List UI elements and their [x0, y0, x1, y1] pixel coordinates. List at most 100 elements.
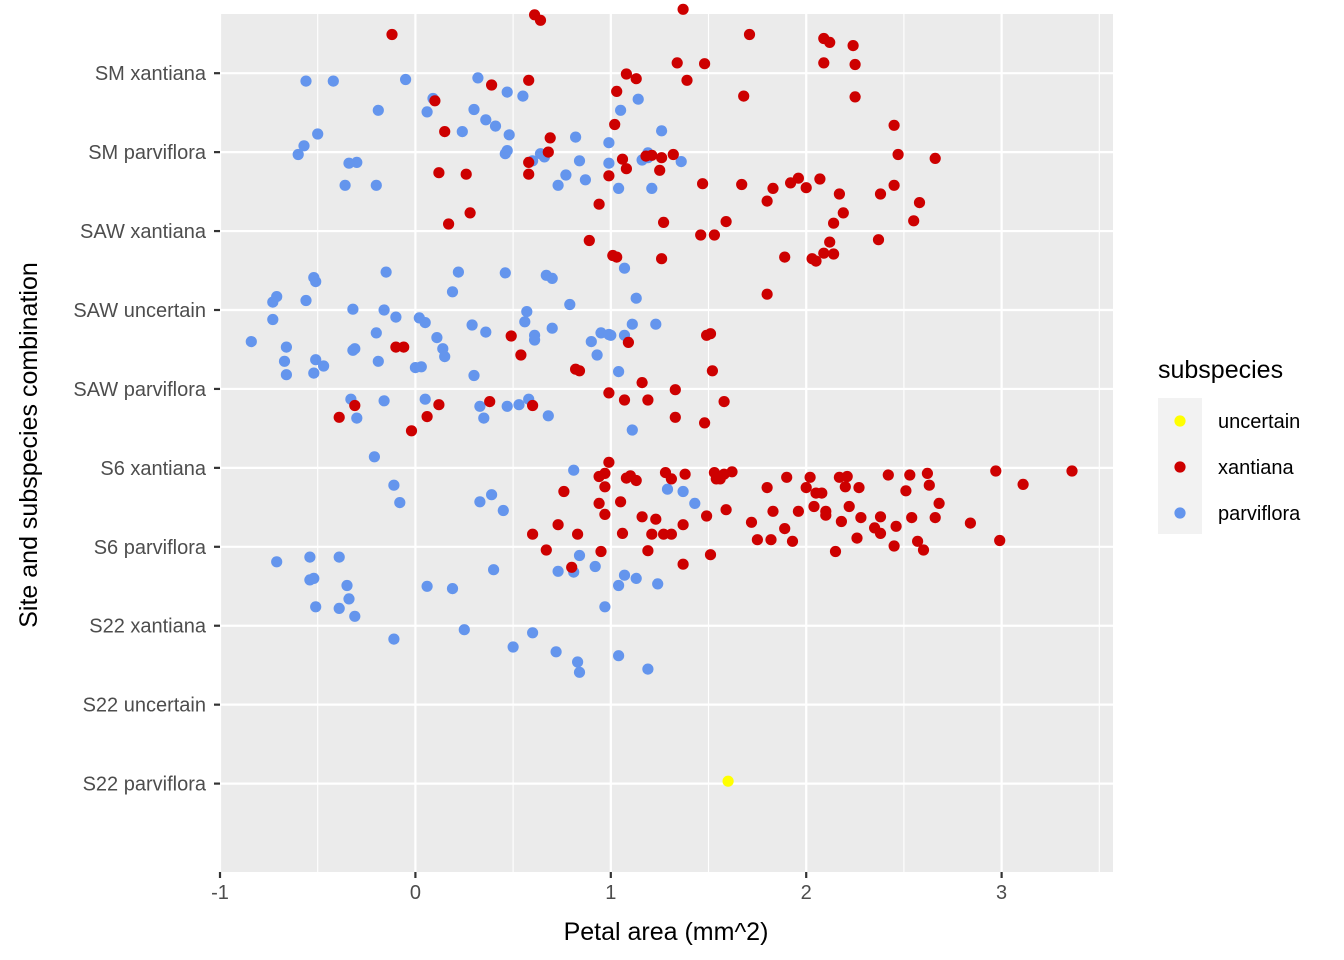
legend-label: uncertain — [1218, 411, 1300, 433]
point-parviflora — [489, 120, 502, 132]
point-xantiana — [824, 236, 836, 248]
point-xantiana — [618, 394, 631, 406]
point-xantiana — [654, 164, 666, 176]
point-xantiana — [433, 399, 445, 411]
point-parviflora — [339, 179, 351, 191]
point-xantiana — [874, 511, 887, 523]
point-parviflora — [452, 266, 464, 278]
point-xantiana — [593, 470, 605, 483]
point-xantiana — [853, 482, 865, 494]
point-xantiana — [917, 544, 930, 556]
point-xantiana — [751, 534, 764, 546]
legend-label: parviflora — [1218, 503, 1301, 525]
point-xantiana — [421, 411, 433, 423]
point-parviflora — [267, 313, 279, 326]
point-xantiana — [761, 195, 773, 207]
point-xantiana — [829, 545, 842, 558]
point-parviflora — [552, 179, 564, 191]
legend: subspecies uncertain xantiana parviflora — [1158, 356, 1301, 534]
point-xantiana — [908, 215, 920, 227]
point-xantiana — [630, 474, 642, 487]
point-xantiana — [786, 535, 799, 547]
point-parviflora — [292, 148, 304, 161]
point-xantiana — [808, 500, 820, 513]
point-xantiana — [800, 482, 812, 494]
point-xantiana — [486, 79, 498, 91]
point-xantiana — [603, 170, 615, 182]
point-xantiana — [837, 207, 849, 219]
point-parviflora — [603, 137, 615, 149]
point-xantiana — [398, 341, 410, 353]
point-parviflora — [368, 451, 380, 463]
point-parviflora — [300, 294, 312, 307]
point-xantiana — [390, 341, 402, 353]
point-parviflora — [517, 90, 529, 102]
point-xantiana — [679, 468, 691, 480]
point-xantiana — [761, 482, 773, 494]
grid-minor — [317, 14, 1100, 872]
point-xantiana — [695, 229, 707, 241]
point-xantiana — [677, 3, 689, 15]
point-xantiana — [593, 198, 605, 210]
point-xantiana — [720, 504, 732, 516]
point-parviflora — [372, 104, 384, 116]
point-xantiana — [484, 396, 496, 408]
point-xantiana — [820, 509, 832, 521]
point-parviflora — [599, 601, 611, 613]
point-xantiana — [656, 253, 668, 265]
plot-panel — [220, 14, 1113, 872]
point-xantiana — [697, 178, 709, 190]
point-parviflora — [308, 367, 320, 379]
point-xantiana — [816, 487, 828, 499]
point-parviflora — [245, 336, 257, 348]
point-xantiana — [650, 513, 662, 525]
point-xantiana — [964, 517, 977, 529]
point-xantiana — [933, 497, 945, 509]
point-parviflora — [333, 602, 345, 615]
point-xantiana — [767, 182, 779, 194]
point-xantiana — [439, 126, 451, 138]
point-parviflora — [630, 292, 642, 304]
point-parviflora — [304, 551, 316, 563]
x-tick-label: -1 — [211, 882, 229, 904]
point-parviflora — [478, 412, 490, 424]
point-xantiana — [1017, 478, 1029, 490]
point-xantiana — [607, 249, 619, 262]
point-xantiana — [913, 197, 926, 209]
point-xantiana — [656, 152, 668, 164]
point-parviflora — [570, 131, 582, 143]
point-xantiana — [701, 510, 713, 522]
point-xantiana — [658, 216, 670, 228]
point-xantiana — [800, 182, 812, 194]
point-xantiana — [622, 336, 635, 348]
point-parviflora — [564, 298, 576, 311]
point-xantiana — [572, 528, 584, 540]
point-parviflora — [626, 318, 638, 330]
point-xantiana — [929, 511, 941, 524]
point-parviflora — [278, 355, 291, 367]
point-xantiana — [616, 527, 629, 540]
point-parviflora — [280, 369, 292, 381]
point-parviflora — [579, 174, 592, 186]
point-xantiana — [599, 508, 611, 520]
point-parviflora — [439, 351, 451, 363]
point-parviflora — [421, 580, 433, 592]
point-parviflora — [573, 155, 586, 167]
y-tick-labels: S22 parviflora S22 uncertain S22 xantiana S… — [73, 63, 207, 795]
x-tick-label: 3 — [996, 882, 1007, 904]
point-xantiana — [505, 330, 517, 342]
point-parviflora — [341, 579, 353, 592]
point-xantiana — [849, 91, 861, 103]
point-xantiana — [620, 163, 633, 175]
point-parviflora — [613, 579, 625, 592]
point-xantiana — [523, 74, 535, 86]
y-tick-label: S6 xantiana — [100, 458, 207, 480]
point-parviflora — [474, 400, 486, 412]
point-xantiana — [443, 218, 455, 230]
point-parviflora — [615, 104, 627, 116]
point-parviflora — [370, 327, 382, 339]
point-parviflora — [497, 504, 509, 517]
point-parviflora — [591, 349, 603, 361]
point-xantiana — [849, 58, 861, 71]
